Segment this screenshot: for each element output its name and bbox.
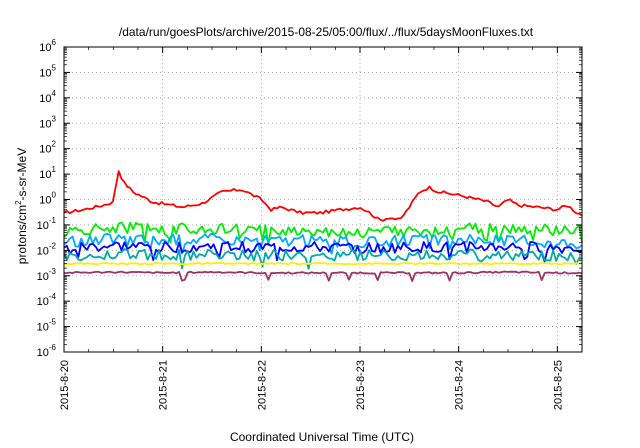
y-tick-label: 100 <box>39 191 56 207</box>
y-tick-label: 10-1 <box>37 216 57 232</box>
x-tick-label: 2015-8-25 <box>552 360 564 410</box>
y-tick-labels: 10-6 10-5 10-4 10-3 10-2 10-1 100 101 102 103 104 1… <box>37 38 57 359</box>
chart-title: /data/run/goesPlots/archive/2015-08-25/0… <box>119 25 534 39</box>
axes <box>63 46 583 353</box>
series-line-5 <box>63 261 583 266</box>
y-tick-label: 10-6 <box>37 343 57 359</box>
x-tick-label: 2015-8-21 <box>158 360 170 410</box>
y-axis-label: protons/cm2-s-sr-MeV <box>14 148 29 264</box>
series-line-0 <box>63 170 583 222</box>
plot-area <box>64 47 582 352</box>
y-tick-label: 101 <box>39 165 56 181</box>
series-line-3 <box>63 240 583 263</box>
x-axis-label: Coordinated Universal Time (UTC) <box>230 430 414 444</box>
x-tick-label: 2015-8-23 <box>355 360 367 410</box>
series-line-1 <box>63 221 583 246</box>
series-line-6 <box>63 270 583 283</box>
y-tick-label: 102 <box>39 140 56 156</box>
y-tick-label: 10-2 <box>37 241 57 257</box>
x-tick-label: 2015-8-20 <box>59 360 71 410</box>
x-tick-label: 2015-8-22 <box>256 360 268 410</box>
plot-background <box>64 47 582 352</box>
y-tick-label: 10-3 <box>37 267 57 283</box>
y-tick-label: 10-4 <box>37 292 57 308</box>
x-tick-labels: 2015-8-20 2015-8-21 2015-8-22 2015-8-23 2015… <box>59 360 564 410</box>
y-tick-label: 106 <box>39 38 56 54</box>
series-line-4 <box>63 248 583 270</box>
y-tick-label: 103 <box>39 114 56 130</box>
y-tick-label: 105 <box>39 63 56 79</box>
series-layer <box>63 170 583 283</box>
x-tick-label: 2015-8-24 <box>454 360 466 410</box>
y-tick-label: 10-5 <box>37 318 57 334</box>
y-tick-label: 104 <box>39 89 56 105</box>
